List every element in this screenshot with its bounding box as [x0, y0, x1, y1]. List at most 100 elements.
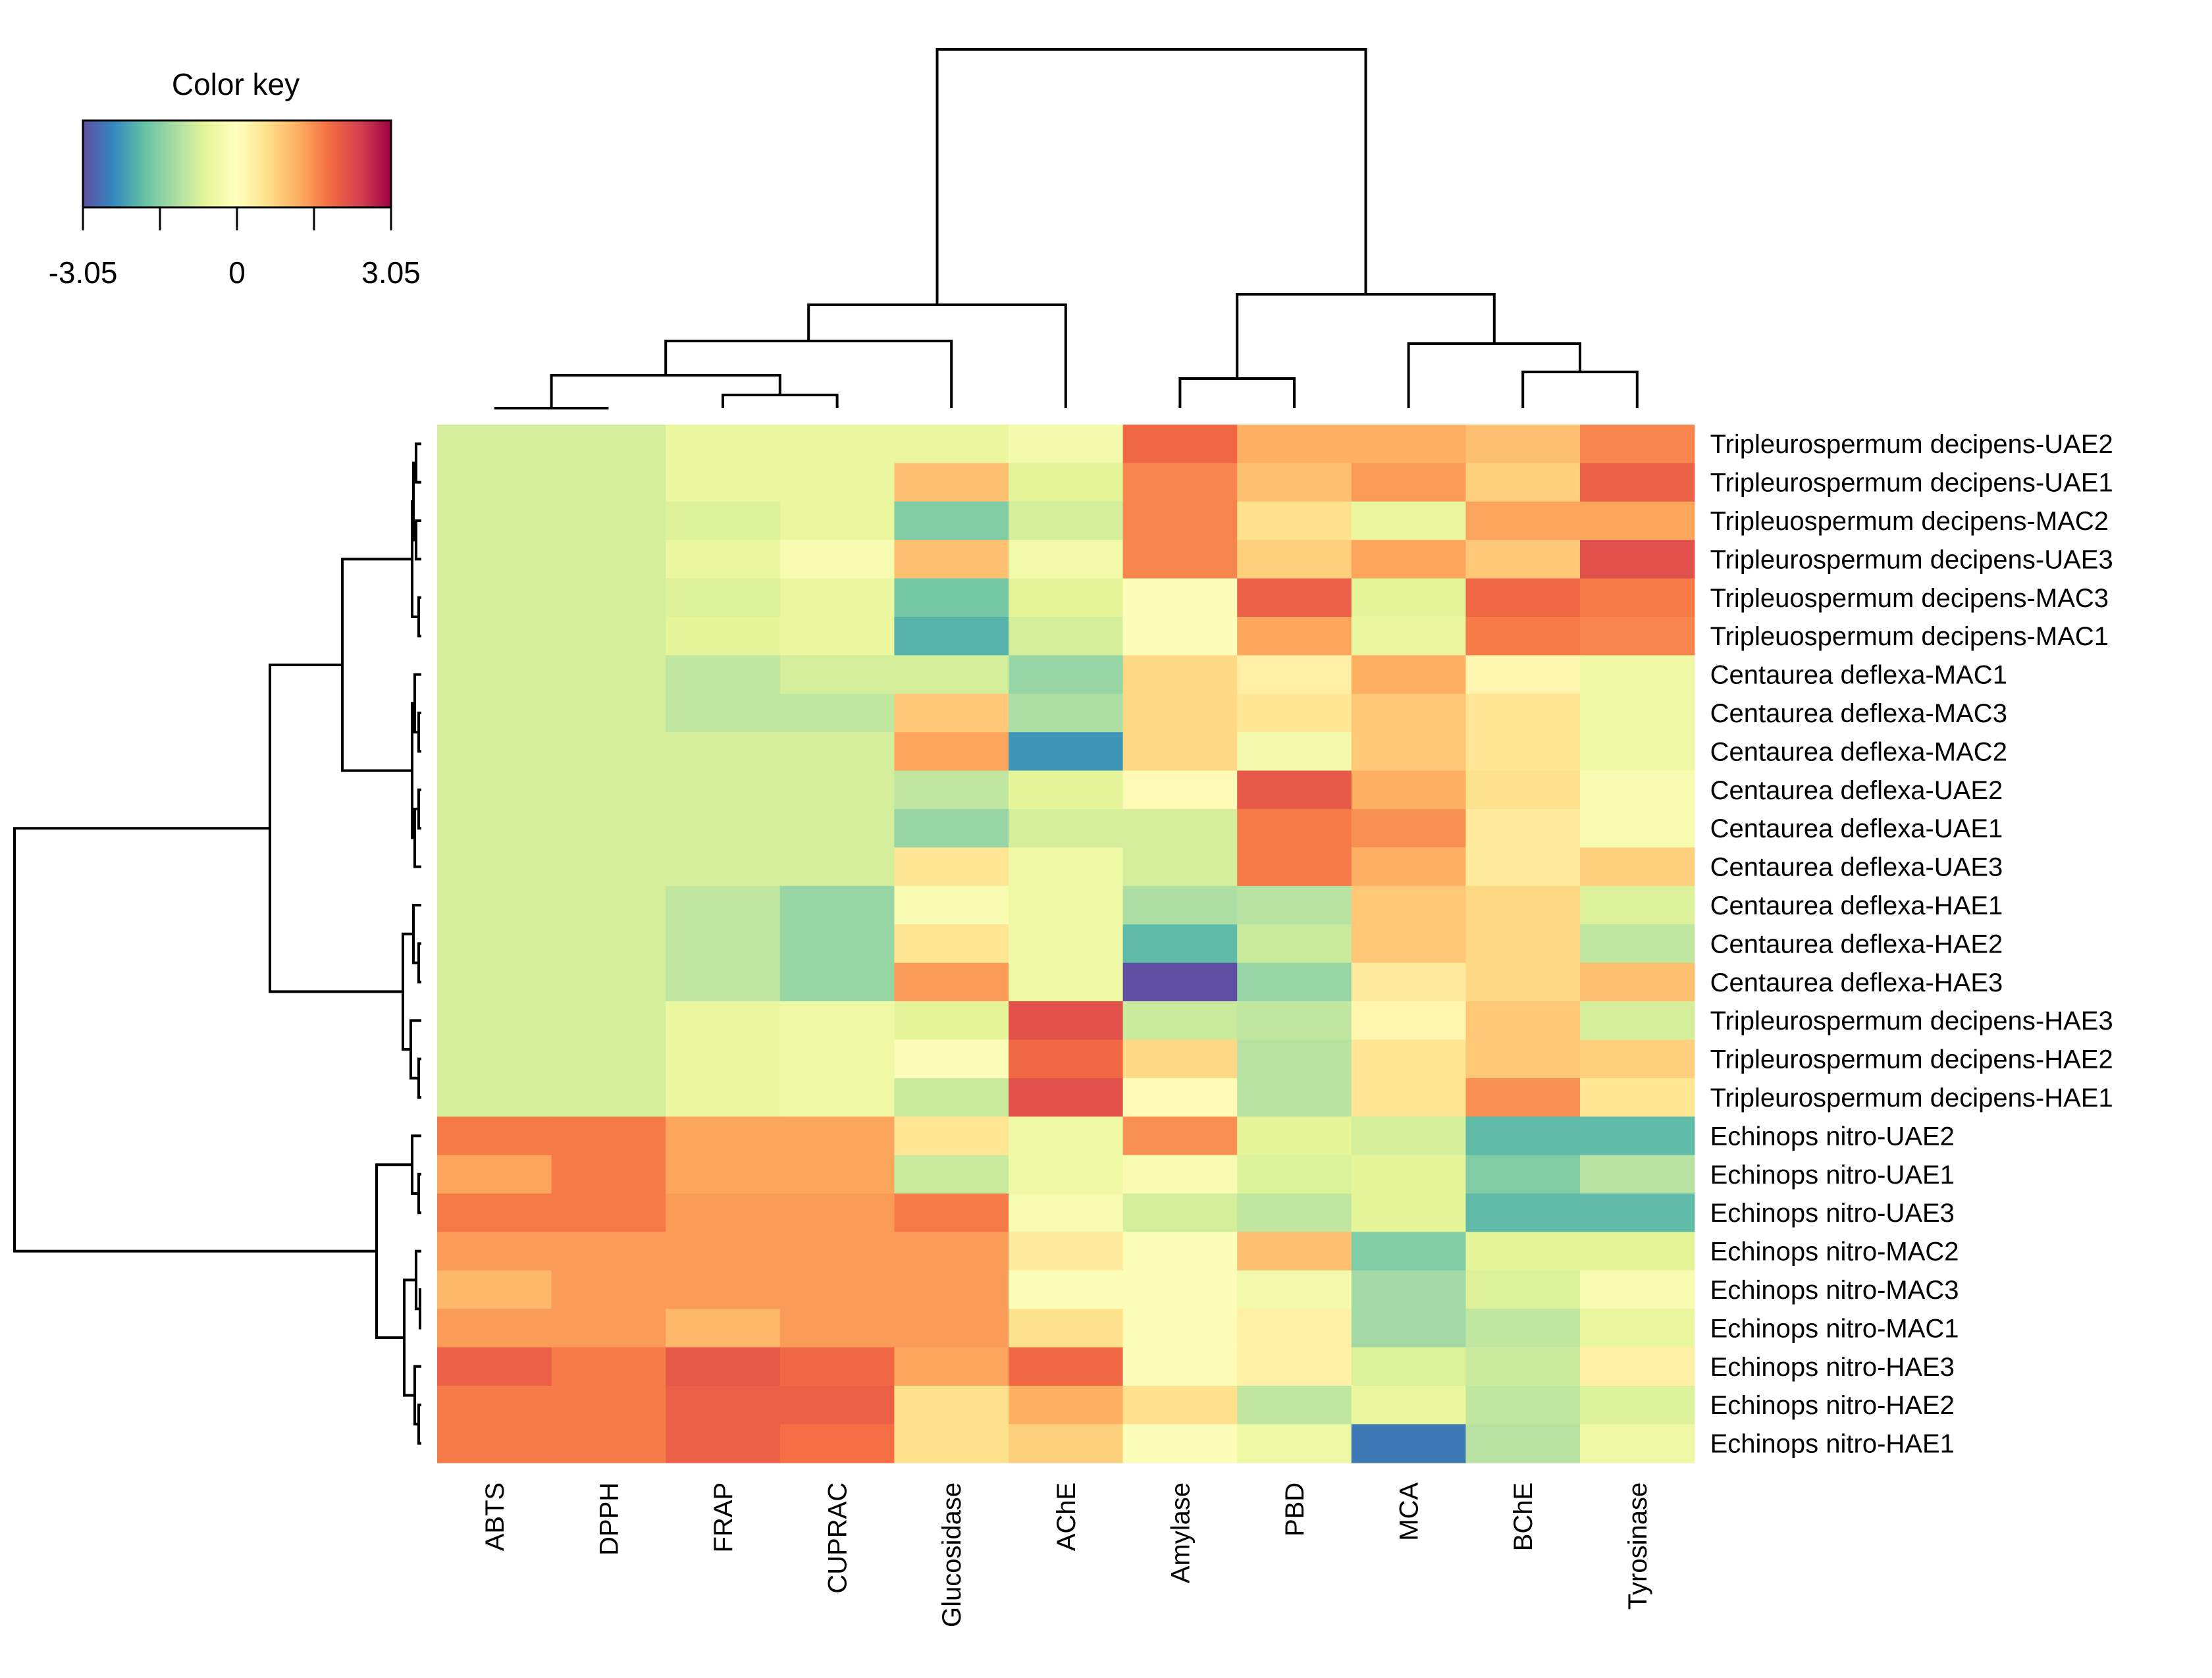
heatmap-cell [666, 425, 781, 464]
heatmap-cell [894, 540, 1009, 579]
row-label: Tripleuospermum decipens-MAC3 [1710, 584, 2109, 613]
heatmap-cell [1465, 1193, 1581, 1233]
heatmap-cell [894, 693, 1009, 733]
heatmap-cell [437, 1078, 552, 1117]
color-key-gradient-bar [82, 119, 392, 209]
heatmap-cell [1009, 1232, 1124, 1271]
heatmap-cell [1465, 847, 1581, 887]
heatmap-cell [1237, 693, 1352, 733]
heatmap-cell [894, 924, 1009, 964]
heatmap-cell [1009, 1193, 1124, 1233]
heatmap-cell [1122, 655, 1238, 695]
row-dendrogram-link [417, 788, 421, 830]
heatmap-cell [1351, 425, 1467, 464]
heatmap-cell [1009, 501, 1124, 540]
heatmap-cell [894, 732, 1009, 772]
column-dendrogram-link [1178, 377, 1296, 408]
heatmap-cell [894, 1347, 1009, 1386]
row-dendrogram-link [269, 664, 403, 993]
heatmap-cell [779, 809, 895, 849]
heatmap-cell [894, 1309, 1009, 1348]
heatmap-cell [1009, 1116, 1124, 1156]
heatmap-cell [1465, 425, 1581, 464]
heatmap-cell [779, 425, 895, 464]
color-key-title: Color key [172, 67, 300, 101]
heatmap-cell [1351, 501, 1467, 540]
row-label: Echinops nitro-MAC1 [1710, 1314, 1959, 1343]
heatmap-cell [894, 1232, 1009, 1271]
row-label: Tripleurospermum decipens-HAE2 [1710, 1045, 2113, 1074]
heatmap-cell [551, 693, 666, 733]
row-dendrogram [13, 442, 421, 1445]
heatmap-cell [1351, 1424, 1467, 1463]
heatmap-cell [666, 1155, 781, 1194]
heatmap-cell [1351, 1193, 1467, 1233]
row-label: Echinops nitro-UAE2 [1710, 1122, 1955, 1151]
heatmap-cell [551, 617, 666, 656]
heatmap-cell [1580, 1155, 1695, 1194]
column-dendrogram-link [935, 48, 1367, 305]
column-dendrogram-link [722, 394, 839, 408]
heatmap-cell [437, 962, 552, 1002]
column-label: BChE [1509, 1482, 1538, 1552]
heatmap-cell [437, 617, 552, 656]
heatmap-cell [894, 1270, 1009, 1309]
heatmap-cell [1009, 809, 1124, 849]
heatmap-cell [894, 962, 1009, 1002]
heatmap-cell [1465, 1155, 1581, 1194]
heatmap-cell [1351, 1270, 1467, 1309]
row-label: Tripleurospermum decipens-HAE3 [1710, 1007, 2113, 1036]
heatmap-cell [1122, 885, 1238, 925]
heatmap-cell [779, 578, 895, 617]
row-labels: Tripleurospermum decipens-UAE2 Tripleuros… [1710, 430, 2113, 1458]
heatmap-cell [1580, 1078, 1695, 1117]
heatmap-cell [666, 463, 781, 502]
heatmap-cell [1465, 770, 1581, 810]
heatmap-cell [551, 655, 666, 695]
row-label: Echinops nitro-MAC2 [1710, 1238, 1959, 1267]
column-dendrogram-link [1236, 293, 1496, 379]
heatmap-cell [1465, 693, 1581, 733]
column-labels: ABTS DPPH FRAP CUPRAC Glucosidase AChE Amylase… [481, 1482, 1652, 1627]
heatmap-cell [1465, 924, 1581, 964]
heatmap-cell [1351, 885, 1467, 925]
heatmap-cell [1465, 1232, 1581, 1271]
row-label: Tripleuospermum decipens-MAC2 [1710, 507, 2109, 536]
heatmap-cell [1580, 617, 1695, 656]
column-label: CUPRAC [824, 1482, 853, 1594]
heatmap-cell [666, 1039, 781, 1079]
heatmap-cell [437, 1232, 552, 1271]
heatmap-cell [779, 501, 895, 540]
heatmap-cell [551, 1001, 666, 1041]
heatmap-cell [437, 655, 552, 695]
heatmap-cell [779, 885, 895, 925]
heatmap-cell [666, 655, 781, 695]
heatmap-cell [551, 1347, 666, 1386]
heatmap-cell [666, 540, 781, 579]
heatmap-cell [1122, 1386, 1238, 1425]
heatmap-cell [1580, 1039, 1695, 1079]
heatmap-cell [1237, 463, 1352, 502]
column-label: Glucosidase [937, 1482, 966, 1627]
heatmap-cell [1580, 1347, 1695, 1386]
heatmap-cell [1009, 962, 1124, 1002]
heatmap-cell [666, 578, 781, 617]
heatmap-cell [779, 1193, 895, 1233]
heatmap-cell [1580, 1193, 1695, 1233]
row-dendrogram-link [415, 519, 421, 561]
heatmap-cell [437, 1386, 552, 1425]
row-dendrogram-link [417, 596, 421, 638]
heatmap-cell [1122, 1232, 1238, 1271]
heatmap-cell [437, 924, 552, 964]
heatmap-cell [1237, 1270, 1352, 1309]
heatmap-cell [1351, 463, 1467, 502]
heatmap-cell [1009, 1270, 1124, 1309]
heatmap-cell [1580, 809, 1695, 849]
heatmap-cell [1122, 1078, 1238, 1117]
heatmap-cell [1351, 1039, 1467, 1079]
heatmap-cell [1351, 847, 1467, 887]
heatmap-cell [437, 885, 552, 925]
heatmap-cell [894, 425, 1009, 464]
column-dendrogram [494, 48, 1639, 409]
column-label: Amylase [1166, 1482, 1195, 1583]
